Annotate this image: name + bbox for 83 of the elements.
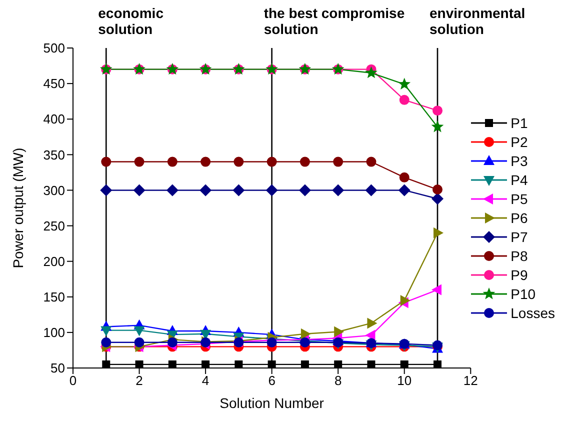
x-tick-label: 12 (463, 373, 478, 388)
point (234, 156, 244, 167)
point (434, 360, 442, 368)
point (166, 184, 178, 196)
legend-label: P7 (510, 229, 528, 245)
point (167, 156, 178, 167)
x-tick-label: 8 (334, 373, 342, 388)
point (367, 360, 376, 368)
point (100, 326, 112, 336)
point (135, 360, 144, 368)
x-tick-label: 2 (136, 373, 143, 388)
point (168, 360, 176, 368)
point (399, 172, 410, 182)
point (200, 156, 211, 167)
point (134, 326, 145, 336)
point (202, 360, 210, 368)
y-tick-label: 400 (43, 112, 65, 127)
point (365, 184, 378, 196)
point (100, 184, 112, 196)
point (268, 360, 276, 368)
point (134, 156, 144, 167)
legend-label: P9 (510, 267, 528, 283)
y-tick-label: 250 (43, 218, 65, 234)
y-tick-label: 450 (43, 76, 65, 92)
ref-line-label: environmental solution (430, 5, 526, 37)
point (432, 106, 443, 116)
point (432, 184, 443, 195)
ref-line-label: the best compromise solution (264, 5, 405, 37)
point (101, 337, 112, 348)
point (333, 156, 344, 167)
point (367, 318, 378, 329)
point (101, 156, 112, 167)
point (432, 284, 442, 296)
point (300, 360, 309, 368)
y-tick-label: 350 (43, 147, 65, 162)
legend-label: P5 (510, 191, 528, 207)
legend-label: P6 (510, 210, 528, 226)
point (332, 184, 344, 196)
point (334, 360, 342, 368)
legend-label: P8 (510, 248, 528, 264)
point (399, 94, 410, 105)
x-tick-label: 0 (69, 373, 77, 388)
legend-label: P2 (510, 134, 528, 150)
point (432, 192, 444, 205)
x-axis-title: Solution Number (220, 395, 324, 411)
y-tick-label: 500 (43, 40, 65, 56)
y-tick-label: 50 (50, 360, 65, 376)
y-tick-label: 100 (43, 325, 65, 340)
legend-label: Losses (510, 305, 555, 321)
legend-label: P10 (510, 286, 536, 302)
point (366, 156, 376, 167)
point (102, 360, 110, 368)
point (400, 294, 410, 306)
point (266, 184, 278, 196)
legend-label: P4 (510, 172, 528, 188)
point (232, 184, 245, 196)
point (365, 66, 378, 78)
point (334, 326, 344, 338)
point (234, 360, 243, 368)
point (133, 184, 146, 196)
y-axis-title: Power output (MW) (10, 148, 26, 268)
point (400, 360, 408, 368)
point (300, 328, 311, 340)
point (298, 184, 311, 196)
point (200, 184, 212, 196)
x-tick-label: 10 (397, 373, 412, 388)
y-tick-label: 150 (43, 290, 65, 305)
point (300, 156, 310, 167)
point (167, 337, 178, 348)
y-tick-label: 300 (43, 182, 65, 198)
ref-line-label: economic solution (98, 5, 164, 37)
point (266, 156, 277, 167)
point (398, 184, 410, 196)
point (134, 337, 144, 348)
point (434, 227, 444, 238)
point (431, 120, 444, 132)
legend-label: P1 (510, 115, 528, 131)
x-tick-label: 4 (202, 373, 210, 388)
point (398, 78, 411, 90)
x-tick-label: 6 (268, 373, 276, 388)
point (266, 337, 277, 348)
legend-label: P3 (510, 153, 528, 169)
y-tick-label: 200 (43, 254, 65, 269)
